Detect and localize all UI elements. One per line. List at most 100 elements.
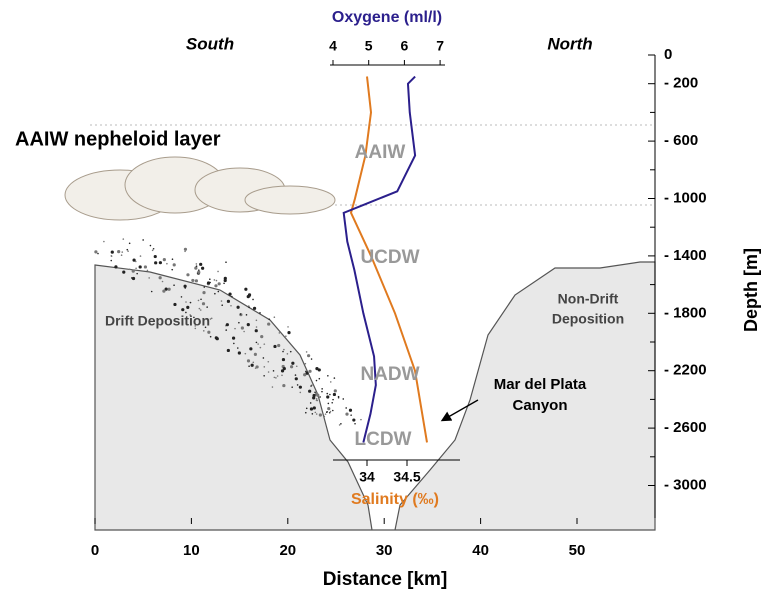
particle — [236, 306, 239, 309]
particle — [299, 392, 301, 394]
particle — [306, 351, 308, 353]
particle — [350, 414, 352, 416]
particle — [184, 248, 187, 251]
particle — [282, 351, 284, 353]
particle — [218, 291, 220, 293]
particle — [338, 397, 340, 399]
particle — [282, 384, 285, 387]
particle — [151, 291, 153, 293]
particle — [159, 276, 162, 279]
particle — [345, 407, 347, 409]
particle — [268, 318, 270, 320]
particle — [246, 314, 248, 316]
particle — [225, 261, 227, 263]
particle — [259, 312, 261, 314]
particle — [103, 241, 105, 243]
canyon-label: Canyon — [512, 397, 567, 414]
particle — [206, 306, 208, 308]
particle — [328, 403, 330, 405]
particle — [330, 381, 332, 383]
particle — [200, 309, 202, 311]
particle — [227, 300, 230, 303]
salinity-tick-label: 34.5 — [393, 469, 420, 485]
particle — [199, 263, 202, 266]
salinity-axis-title: Salinity (‰) — [351, 491, 439, 508]
particle — [319, 396, 321, 398]
particle — [216, 280, 218, 282]
particle — [240, 313, 242, 315]
particle — [226, 323, 229, 326]
particle — [210, 336, 212, 338]
particle — [321, 388, 323, 390]
particle — [326, 393, 328, 395]
particle — [198, 300, 200, 302]
particle — [256, 342, 258, 344]
nepheloid-label: AAIW nepheloid layer — [15, 128, 221, 150]
water-mass-label: AAIW — [355, 142, 406, 163]
particle — [310, 385, 312, 387]
particle — [154, 261, 157, 264]
particle — [152, 250, 154, 252]
particle — [332, 410, 334, 412]
particle — [195, 279, 198, 282]
particle — [332, 399, 334, 401]
particle — [360, 419, 362, 421]
particle — [136, 273, 138, 275]
particle — [209, 282, 211, 284]
depth-tick-label: - 200 — [664, 75, 698, 92]
particle — [257, 343, 259, 345]
particle — [244, 288, 247, 291]
particle — [316, 413, 318, 415]
particle — [122, 238, 124, 240]
particle — [315, 412, 317, 414]
particle — [314, 392, 316, 394]
drift-label: Drift Deposition — [105, 313, 210, 329]
particle — [324, 416, 326, 418]
particle — [307, 354, 310, 357]
particle — [225, 329, 227, 331]
particle — [255, 329, 258, 332]
particle — [352, 418, 355, 421]
particle — [251, 364, 254, 367]
particle — [308, 390, 311, 393]
particle — [274, 377, 276, 379]
particle — [311, 358, 313, 360]
particle — [308, 370, 311, 373]
particle — [172, 258, 174, 260]
particle — [97, 253, 99, 255]
particle — [263, 366, 265, 368]
particle — [354, 423, 356, 425]
particle — [199, 308, 201, 310]
particle — [279, 332, 281, 334]
particle — [305, 371, 307, 373]
particle — [248, 293, 251, 296]
non-drift-label: Non-Drift — [558, 291, 619, 307]
x-tick-label: 30 — [376, 542, 393, 559]
particle — [111, 255, 113, 257]
particle — [273, 370, 275, 372]
particle — [277, 375, 279, 377]
particle — [290, 365, 293, 368]
particle — [203, 330, 205, 332]
particle — [326, 395, 329, 398]
particle — [312, 413, 314, 415]
water-mass-label: NADW — [360, 364, 419, 385]
particle — [282, 358, 285, 361]
water-mass-label: UCDW — [360, 247, 419, 268]
water-mass-label: LCDW — [355, 429, 412, 450]
particle — [267, 361, 269, 363]
particle — [194, 267, 197, 270]
particle — [316, 400, 318, 402]
particle — [223, 283, 225, 285]
particle — [254, 353, 257, 356]
particle — [218, 282, 221, 285]
particle — [129, 268, 131, 270]
particle — [333, 393, 336, 396]
particle — [296, 365, 298, 367]
particle — [305, 363, 307, 365]
particle — [245, 353, 247, 355]
particle — [126, 249, 128, 251]
particle — [135, 267, 137, 269]
particle — [342, 398, 344, 400]
particle — [291, 386, 293, 388]
